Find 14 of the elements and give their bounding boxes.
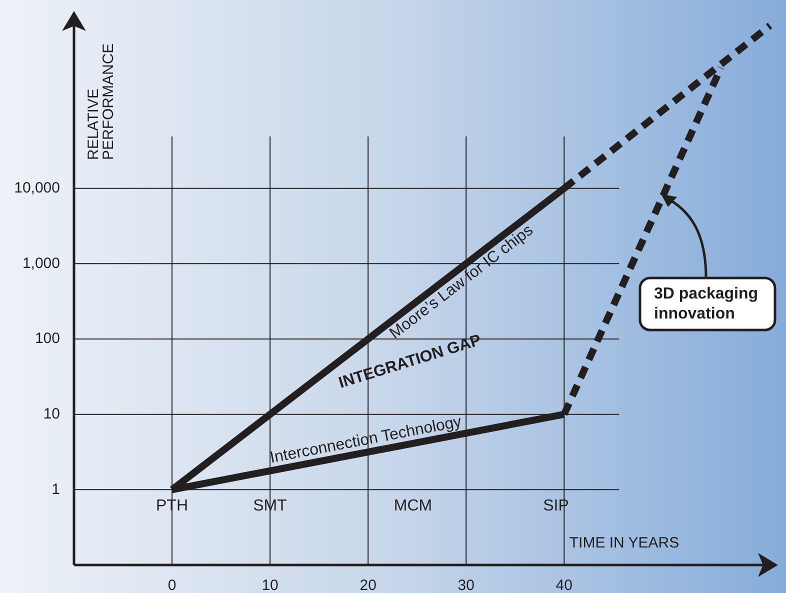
y-tick-label: 100: [34, 330, 60, 348]
y-tick-label: 1,000: [22, 254, 60, 272]
y-axis-title: RELATIVE PERFORMANCE: [85, 43, 118, 160]
annotation: MCM: [394, 497, 432, 514]
x-axis-title: TIME IN YEARS: [569, 534, 680, 552]
x-tick-label: 0: [168, 577, 176, 593]
y-tick-label: 10: [43, 405, 60, 422]
x-tick-label: 30: [458, 577, 474, 593]
x-tick-label: 10: [262, 577, 278, 593]
x-tick-label: 40: [556, 577, 572, 593]
y-tick-label: 1: [52, 480, 60, 498]
annotation: 3D packaging innovation: [654, 285, 758, 322]
x-tick-label: 20: [360, 577, 376, 593]
y-tick-label: 10,000: [14, 179, 60, 196]
